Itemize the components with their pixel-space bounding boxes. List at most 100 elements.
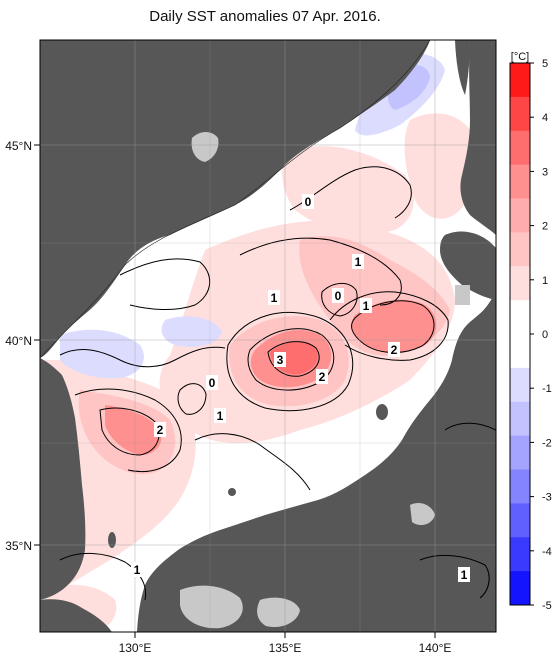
- contour-lines: [59, 166, 496, 601]
- colorbar-tick-label: 1: [542, 275, 548, 287]
- contour-label: 2: [316, 369, 328, 384]
- contour-label: 0: [206, 375, 218, 390]
- contour-1-south: [194, 433, 311, 491]
- colorbar-cell: [510, 266, 530, 301]
- svg-text:1: 1: [461, 568, 468, 582]
- contour-label: 1: [458, 567, 470, 582]
- plot-frame: [39, 39, 497, 633]
- no-data-bay: [410, 503, 435, 526]
- land-honshu-east: [462, 300, 496, 427]
- colorbar-cell: [510, 300, 530, 335]
- grid: [40, 40, 496, 632]
- land-hokkaido: [460, 40, 496, 235]
- no-data-patches: [180, 132, 470, 629]
- no-data-lake: [191, 132, 219, 162]
- colorbar-cell: [510, 537, 530, 572]
- land-sakhalin: [455, 40, 470, 95]
- contour-3-center: [267, 341, 320, 377]
- svg-text:3: 3: [277, 353, 284, 367]
- contour-label: 1: [268, 290, 280, 305]
- svg-text:2: 2: [157, 423, 164, 437]
- colorbar-cell: [510, 232, 530, 267]
- contour-1-west: [59, 346, 226, 368]
- lat-label-40n: 40°N: [5, 334, 32, 348]
- lon-label-140e: 140°E: [419, 641, 452, 655]
- lon-label-130e: 130°E: [119, 641, 152, 655]
- colorbar-cell: [510, 130, 530, 166]
- colorbar-cell: [510, 63, 530, 98]
- colorbar-cell: [510, 198, 530, 233]
- cool-patch-west: [60, 329, 144, 379]
- contour-label: 1: [214, 408, 226, 423]
- colorbar-tick-label: -1: [542, 383, 552, 395]
- land-tsushima: [108, 532, 116, 548]
- warm-patch-korea-core: [105, 405, 162, 455]
- land-oki: [228, 488, 236, 496]
- contour-1-central: [239, 237, 402, 306]
- colorbar-tick-label: 4: [542, 112, 548, 124]
- contour-0-south: [177, 383, 207, 415]
- contour-0-north: [289, 166, 412, 219]
- warm-patch-north: [282, 146, 414, 234]
- svg-text:1: 1: [271, 291, 278, 305]
- contour-label: 1: [360, 298, 372, 313]
- colorbar-tick-label: -3: [542, 492, 552, 504]
- svg-text:1: 1: [134, 563, 141, 577]
- colorbar-cell: [510, 334, 530, 369]
- contour-0-pacific: [444, 422, 496, 431]
- colorbar-tick-label: -5: [542, 600, 552, 612]
- colorbar-tick-label: -4: [542, 546, 552, 558]
- contour-2-northeast: [351, 300, 435, 353]
- contour-label: 1: [352, 254, 364, 269]
- colorbar: [°C] 5 4 3 2 1 0 -1 -2 -3 -4 -5: [509, 51, 552, 612]
- contour-2-korea: [99, 407, 160, 456]
- svg-text:2: 2: [319, 370, 326, 384]
- land-kyushu: [40, 599, 112, 632]
- warm-patch-northeast-core: [351, 299, 437, 353]
- contour-label: 1: [131, 562, 143, 577]
- colorbar-tick-label: 3: [542, 166, 548, 178]
- lat-label-35n: 35°N: [5, 539, 32, 553]
- svg-text:1: 1: [355, 255, 362, 269]
- colorbar-tick-label: 2: [542, 221, 548, 233]
- no-data-inland-sea: [180, 585, 243, 629]
- colorbar-cell: [510, 571, 530, 606]
- colorbar-cell: [510, 503, 530, 538]
- no-data-inland-sea-2: [257, 597, 300, 628]
- svg-text:1: 1: [217, 409, 224, 423]
- contour-1-center: [226, 311, 354, 412]
- contour-0-center: [321, 283, 358, 317]
- colorbar-tick-label: 5: [542, 58, 548, 70]
- contour-label: 0: [302, 194, 314, 209]
- svg-text:2: 2: [391, 343, 398, 357]
- land-sado: [376, 404, 388, 420]
- land: [40, 40, 496, 632]
- contour-0-west: [119, 258, 210, 311]
- colorbar-ticks: 5 4 3 2 1 0 -1 -2 -3 -4 -5: [530, 58, 552, 612]
- svg-text:0: 0: [305, 195, 312, 209]
- colorbar-cell: [510, 367, 530, 403]
- land-korea: [40, 358, 86, 600]
- colorbar-unit: [°C]: [511, 51, 529, 63]
- contour-label: 2: [388, 342, 400, 357]
- contour-label: 0: [332, 288, 344, 303]
- colorbar-cell: [510, 469, 530, 504]
- colorbar-cell: [510, 401, 530, 437]
- land-continent: [40, 40, 430, 358]
- land-honshu: [137, 290, 496, 632]
- colorbar-cell: [510, 435, 530, 470]
- contour-1-kyushu: [59, 552, 147, 601]
- colorbar-tick-label: 0: [542, 329, 548, 341]
- lat-label-45n: 45°N: [5, 139, 32, 153]
- colorbar-cells: [510, 63, 530, 606]
- contour-1-korea: [74, 388, 182, 473]
- coastlines: [40, 40, 431, 359]
- contour-label: 3: [274, 352, 286, 367]
- svg-text:1: 1: [363, 299, 370, 313]
- svg-text:0: 0: [209, 376, 216, 390]
- contour-label: 2: [154, 422, 166, 437]
- colorbar-cell: [510, 164, 530, 199]
- cool-patch-west-2: [161, 316, 222, 347]
- contour-1-pacific: [419, 555, 490, 599]
- contour-labels: 0 1 0 1 1 3 2 2 0 1 2 1 1: [131, 194, 470, 582]
